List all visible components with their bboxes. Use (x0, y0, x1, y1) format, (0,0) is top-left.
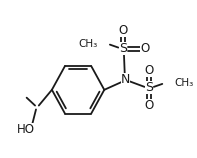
Text: N: N (121, 73, 130, 86)
Text: S: S (145, 81, 153, 94)
Text: S: S (119, 42, 127, 55)
Text: O: O (140, 42, 149, 55)
Text: O: O (145, 64, 154, 77)
Text: O: O (118, 24, 128, 37)
Text: CH₃: CH₃ (174, 78, 194, 88)
Text: HO: HO (17, 123, 35, 136)
Text: O: O (145, 99, 154, 112)
Text: CH₃: CH₃ (78, 39, 98, 49)
